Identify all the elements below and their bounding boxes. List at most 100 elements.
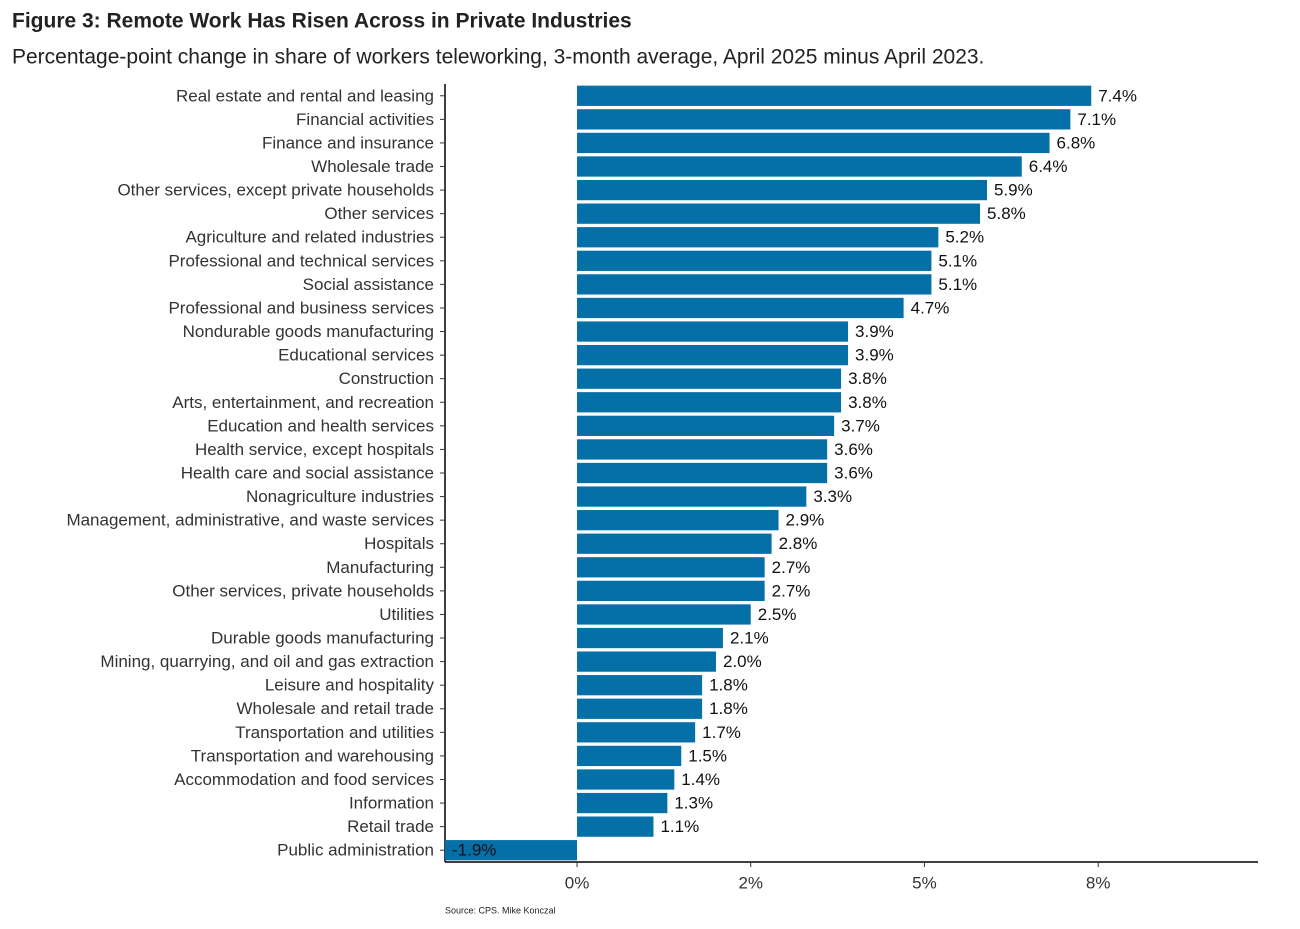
bar	[577, 368, 842, 389]
y-tick-label: Other services, except private household…	[117, 181, 434, 200]
bar	[577, 486, 807, 507]
y-tick-label: Financial activities	[296, 110, 434, 129]
caption: Source: CPS. Mike Konczal	[445, 905, 556, 915]
bar	[577, 745, 682, 767]
bar	[577, 627, 723, 649]
bar	[577, 227, 939, 248]
value-label: 3.6%	[834, 440, 873, 459]
y-tick-label: Transportation and utilities	[235, 723, 434, 742]
value-label: 1.3%	[674, 794, 713, 813]
value-label: 1.4%	[681, 770, 720, 789]
y-tick-label: Nondurable goods manufacturing	[183, 322, 434, 341]
chart-title: Figure 3: Remote Work Has Risen Across i…	[12, 10, 632, 33]
bar	[577, 675, 703, 696]
y-tick-label: Other services	[324, 204, 434, 223]
value-label: 2.5%	[758, 605, 797, 624]
value-label: 6.8%	[1057, 133, 1096, 152]
chart-subtitle: Percentage-point change in share of work…	[12, 46, 984, 69]
bar	[577, 651, 716, 672]
x-tick-label: 8%	[1086, 873, 1111, 892]
bar	[577, 274, 932, 295]
value-label: 3.7%	[841, 416, 880, 435]
y-tick-label: Leisure and hospitality	[265, 676, 435, 695]
y-tick-label: Information	[349, 794, 434, 813]
bar	[577, 392, 842, 413]
bar	[577, 580, 765, 602]
value-label: 2.8%	[779, 534, 818, 553]
bar	[577, 415, 835, 436]
bar	[577, 816, 654, 837]
value-label: 7.1%	[1077, 110, 1116, 129]
bar	[577, 722, 696, 743]
value-label: -1.9%	[452, 841, 496, 860]
value-label: 2.0%	[723, 652, 762, 671]
bar	[577, 156, 1022, 177]
y-tick-label: Professional and technical services	[168, 251, 434, 270]
x-tick-label: 0%	[565, 873, 590, 892]
y-tick-label: Finance and insurance	[262, 133, 434, 152]
y-tick-label: Manufacturing	[326, 558, 434, 577]
y-tick-label: Social assistance	[303, 275, 434, 294]
bar	[577, 344, 849, 366]
y-tick-label: Mining, quarrying, and oil and gas extra…	[100, 652, 434, 671]
y-tick-label: Public administration	[277, 841, 434, 860]
bar	[577, 698, 703, 719]
value-label: 5.9%	[994, 181, 1033, 200]
bar	[577, 297, 904, 319]
bar	[577, 462, 828, 484]
y-tick-label: Utilities	[379, 605, 434, 624]
value-label: 7.4%	[1098, 86, 1137, 105]
y-tick-label: Other services, private households	[172, 581, 434, 600]
y-tick-label: Arts, entertainment, and recreation	[172, 393, 434, 412]
bar	[577, 792, 668, 814]
value-label: 1.8%	[709, 699, 748, 718]
y-tick-label: Health care and social assistance	[181, 463, 434, 482]
bar	[577, 85, 1092, 106]
bar	[577, 510, 779, 531]
value-label: 2.9%	[786, 511, 825, 530]
value-label: 4.7%	[911, 298, 950, 317]
value-label: 3.9%	[855, 322, 894, 341]
bar	[577, 132, 1050, 154]
value-label: 2.7%	[772, 581, 811, 600]
value-label: 1.5%	[688, 746, 727, 765]
y-tick-label: Professional and business services	[168, 298, 434, 317]
bar	[577, 769, 675, 790]
bar	[577, 109, 1071, 130]
value-label: 2.7%	[772, 558, 811, 577]
y-tick-label: Management, administrative, and waste se…	[66, 511, 434, 530]
value-label: 1.7%	[702, 723, 741, 742]
y-tick-label: Wholesale and retail trade	[236, 699, 434, 718]
bar	[577, 321, 849, 342]
y-tick-label: Durable goods manufacturing	[211, 629, 434, 648]
bar	[577, 250, 932, 271]
y-tick-label: Accommodation and food services	[174, 770, 434, 789]
y-tick-label: Retail trade	[347, 817, 434, 836]
value-label: 3.8%	[848, 369, 887, 388]
bar	[577, 557, 765, 578]
bar	[577, 533, 772, 554]
value-label: 3.3%	[813, 487, 852, 506]
bar	[577, 203, 981, 224]
y-tick-label: Hospitals	[364, 534, 434, 553]
value-label: 5.2%	[945, 228, 984, 247]
value-label: 1.1%	[660, 817, 699, 836]
value-label: 3.9%	[855, 346, 894, 365]
value-label: 1.8%	[709, 676, 748, 695]
value-label: 6.4%	[1029, 157, 1068, 176]
bar	[445, 840, 578, 861]
y-tick-label: Construction	[339, 369, 434, 388]
value-label: 3.8%	[848, 393, 887, 412]
y-tick-label: Transportation and warehousing	[191, 746, 434, 765]
bar	[577, 439, 828, 460]
y-tick-label: Nonagriculture industries	[246, 487, 434, 506]
value-label: 5.8%	[987, 204, 1026, 223]
bar	[577, 179, 987, 201]
y-tick-label: Health service, except hospitals	[195, 440, 434, 459]
value-label: 2.1%	[730, 629, 769, 648]
y-tick-label: Agriculture and related industries	[185, 228, 434, 247]
y-tick-label: Wholesale trade	[311, 157, 434, 176]
y-tick-label: Real estate and rental and leasing	[176, 86, 434, 105]
y-tick-label: Educational services	[278, 346, 434, 365]
